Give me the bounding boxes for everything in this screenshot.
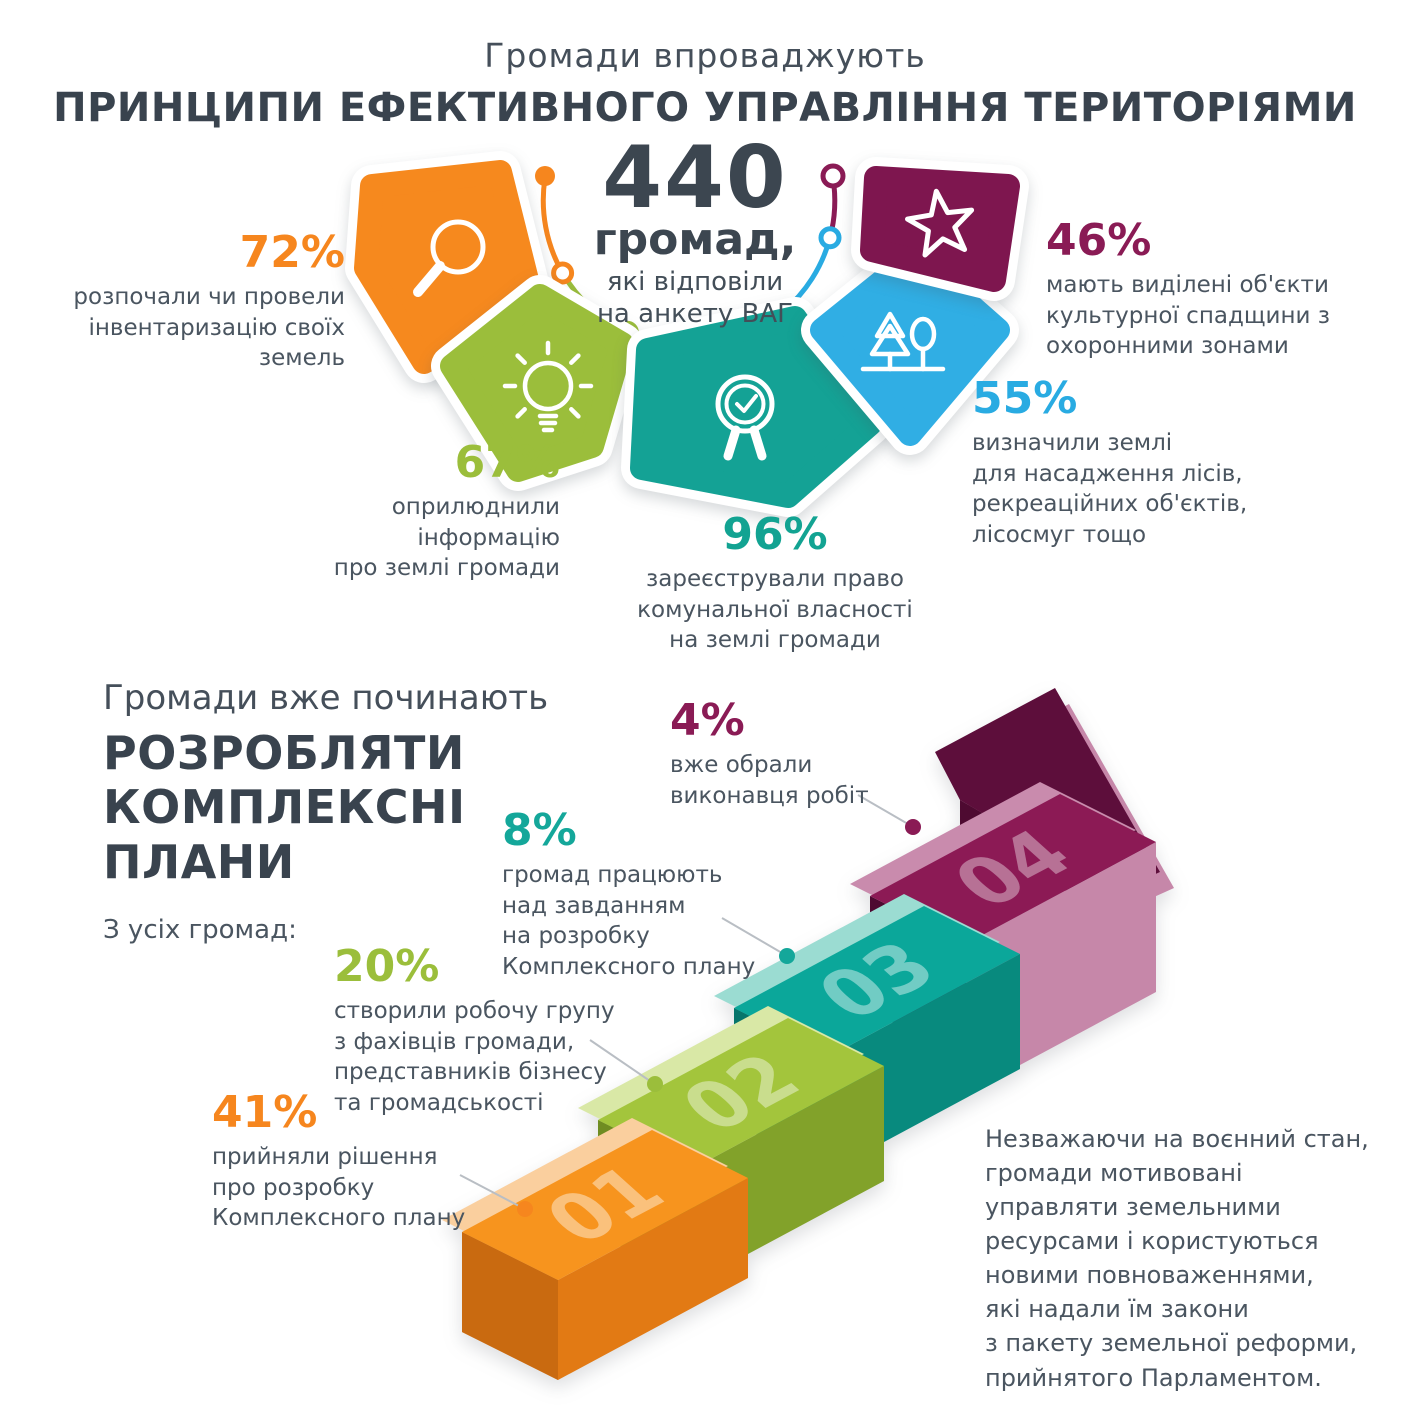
arc-ring-orange bbox=[551, 261, 575, 285]
stat-step-04: 4% вже обрали виконавця робіт bbox=[670, 695, 950, 811]
respondents-sub2: на анкету ВАГ bbox=[596, 299, 794, 330]
respondents-label: громад, bbox=[593, 214, 797, 266]
bottom-subtitle: З усіх громад: bbox=[103, 914, 297, 945]
magnifier-icon bbox=[413, 219, 486, 297]
stat-line: Комплексного плану bbox=[502, 953, 756, 980]
stat-line: про землі громади bbox=[333, 555, 560, 582]
connector-dot-03 bbox=[779, 948, 795, 964]
note-line: Незважаючи на воєнний стан, bbox=[985, 1125, 1369, 1153]
stat-line: прийняли рішення bbox=[212, 1144, 438, 1171]
stat-line: представників бізнесу bbox=[334, 1059, 607, 1086]
fan-tile-register bbox=[621, 297, 891, 517]
connector-dot-04 bbox=[905, 819, 921, 835]
bottom-title-light: Громади вже починають bbox=[103, 678, 549, 718]
stat-line: Комплексного плану bbox=[212, 1205, 466, 1232]
stat-inventory: 72% розпочали чи провели інвентаризацію … bbox=[70, 227, 345, 374]
note-line: ресурсами і користуються bbox=[985, 1227, 1319, 1256]
stat-publish: 67% оприлюднили інформацію про землі гро… bbox=[300, 437, 560, 584]
stat-line: визначили землі bbox=[972, 430, 1173, 457]
stat-register: 96% зареєстрували право комунальної влас… bbox=[610, 509, 940, 656]
fan-tile-forest bbox=[801, 235, 1019, 455]
step-01: 01 bbox=[442, 1118, 748, 1380]
center-stat: 440 громад, які відповіли на анкету ВАГ bbox=[555, 128, 835, 331]
stat-forest: 55% визначили землі для насадження лісів… bbox=[972, 373, 1302, 551]
bottom-title-bold-line: КОМПЛЕКСНІ bbox=[103, 780, 466, 835]
lightbulb-icon bbox=[502, 340, 594, 433]
award-icon bbox=[715, 374, 775, 461]
stat-line: з фахівців громади, bbox=[334, 1028, 575, 1055]
note-line: з пакету земельної реформи, bbox=[985, 1329, 1358, 1358]
note-line: прийнятого Парламентом. bbox=[985, 1363, 1322, 1392]
stat-step-01-value: 41% bbox=[212, 1087, 318, 1138]
connector-dot-02 bbox=[647, 1076, 663, 1092]
star-icon bbox=[905, 188, 975, 258]
stat-publish-value: 67% bbox=[454, 437, 560, 488]
stat-step-02: 20% створили робочу групу з фахівців гро… bbox=[334, 941, 634, 1119]
stat-line: мають виділені об'єкти bbox=[1046, 272, 1329, 299]
bottom-title-bold-line: РОЗРОБЛЯТИ bbox=[103, 726, 465, 780]
stat-line: на землі громади bbox=[669, 627, 881, 654]
note-line: управляти земельними bbox=[985, 1193, 1281, 1222]
stat-line: інформацію bbox=[417, 524, 560, 551]
stat-heritage: 46% мають виділені об'єкти культурної сп… bbox=[1046, 215, 1386, 362]
arc-ring-blue bbox=[818, 226, 842, 250]
header-title: ПРИНЦИПИ ЕФЕКТИВНОГО УПРАВЛІННЯ ТЕРИТОРІ… bbox=[53, 85, 1357, 131]
fan-tile-publish bbox=[431, 275, 643, 491]
arc-ring-end bbox=[820, 163, 846, 189]
stat-step-04-value: 4% bbox=[670, 695, 745, 746]
stat-line: комунальної власності bbox=[637, 596, 913, 623]
note-line: новими повноваженнями, bbox=[985, 1261, 1314, 1290]
stat-line: лісосмуг тощо bbox=[972, 521, 1147, 548]
header-subtitle: Громади впроваджують bbox=[484, 36, 926, 75]
stat-line: культурної спадщини з bbox=[1046, 302, 1330, 329]
stat-line: вже обрали bbox=[670, 752, 813, 779]
stat-register-value: 96% bbox=[722, 509, 828, 560]
stat-line: оприлюднили bbox=[391, 494, 560, 521]
bottom-note: Незважаючи на воєнний стан, громади моти… bbox=[985, 1122, 1369, 1395]
stat-line: для насадження лісів, bbox=[972, 460, 1243, 487]
stat-inventory-value: 72% bbox=[239, 227, 345, 278]
stat-line: розпочали чи провели bbox=[73, 284, 345, 311]
stat-line: та громадськості bbox=[334, 1089, 544, 1116]
stat-line: створили робочу групу bbox=[334, 998, 615, 1025]
staircase: 04 03 02 bbox=[442, 688, 1174, 1380]
arc-dot-start bbox=[535, 166, 555, 186]
stat-line: охоронними зонами bbox=[1046, 333, 1289, 360]
respondents-count: 440 bbox=[602, 128, 788, 228]
note-line: громади мотивовані bbox=[985, 1159, 1243, 1188]
bottom-title-bold-line: ПЛАНИ bbox=[103, 834, 295, 889]
trees-icon bbox=[860, 311, 946, 372]
stat-line: рекреаційних об'єктів, bbox=[972, 491, 1248, 518]
stat-step-01: 41% прийняли рішення про розробку Компле… bbox=[212, 1087, 512, 1234]
stat-line: про розробку bbox=[212, 1174, 375, 1201]
step-connectors bbox=[459, 794, 909, 1207]
fan-tile-heritage bbox=[851, 157, 1029, 301]
stat-line: на розробку bbox=[502, 923, 650, 950]
connector-dot-01 bbox=[517, 1201, 533, 1217]
stat-line: виконавця робіт bbox=[670, 782, 869, 809]
note-line: які надали їм закони bbox=[985, 1295, 1249, 1324]
stat-forest-value: 55% bbox=[972, 373, 1078, 424]
stat-step-03-value: 8% bbox=[502, 805, 577, 856]
stat-line: громад працюють bbox=[502, 862, 723, 889]
stat-line: зареєстрували право bbox=[646, 566, 904, 593]
bottom-title: Громади вже починають РОЗРОБЛЯТИ КОМПЛЕК… bbox=[103, 678, 583, 945]
bottom-title-bold: РОЗРОБЛЯТИ КОМПЛЕКСНІ ПЛАНИ bbox=[103, 726, 583, 889]
stat-line: інвентаризацію своїх bbox=[88, 314, 345, 341]
respondents-sub1: які відповіли bbox=[606, 266, 784, 297]
header: Громади впроваджують ПРИНЦИПИ ЕФЕКТИВНОГ… bbox=[0, 36, 1410, 131]
stat-step-02-value: 20% bbox=[334, 941, 440, 992]
stat-line: над завданням bbox=[502, 892, 686, 919]
stat-heritage-value: 46% bbox=[1046, 215, 1152, 266]
stat-line: земель bbox=[258, 345, 345, 372]
stat-step-03: 8% громад працюють над завданням на розр… bbox=[502, 805, 782, 983]
